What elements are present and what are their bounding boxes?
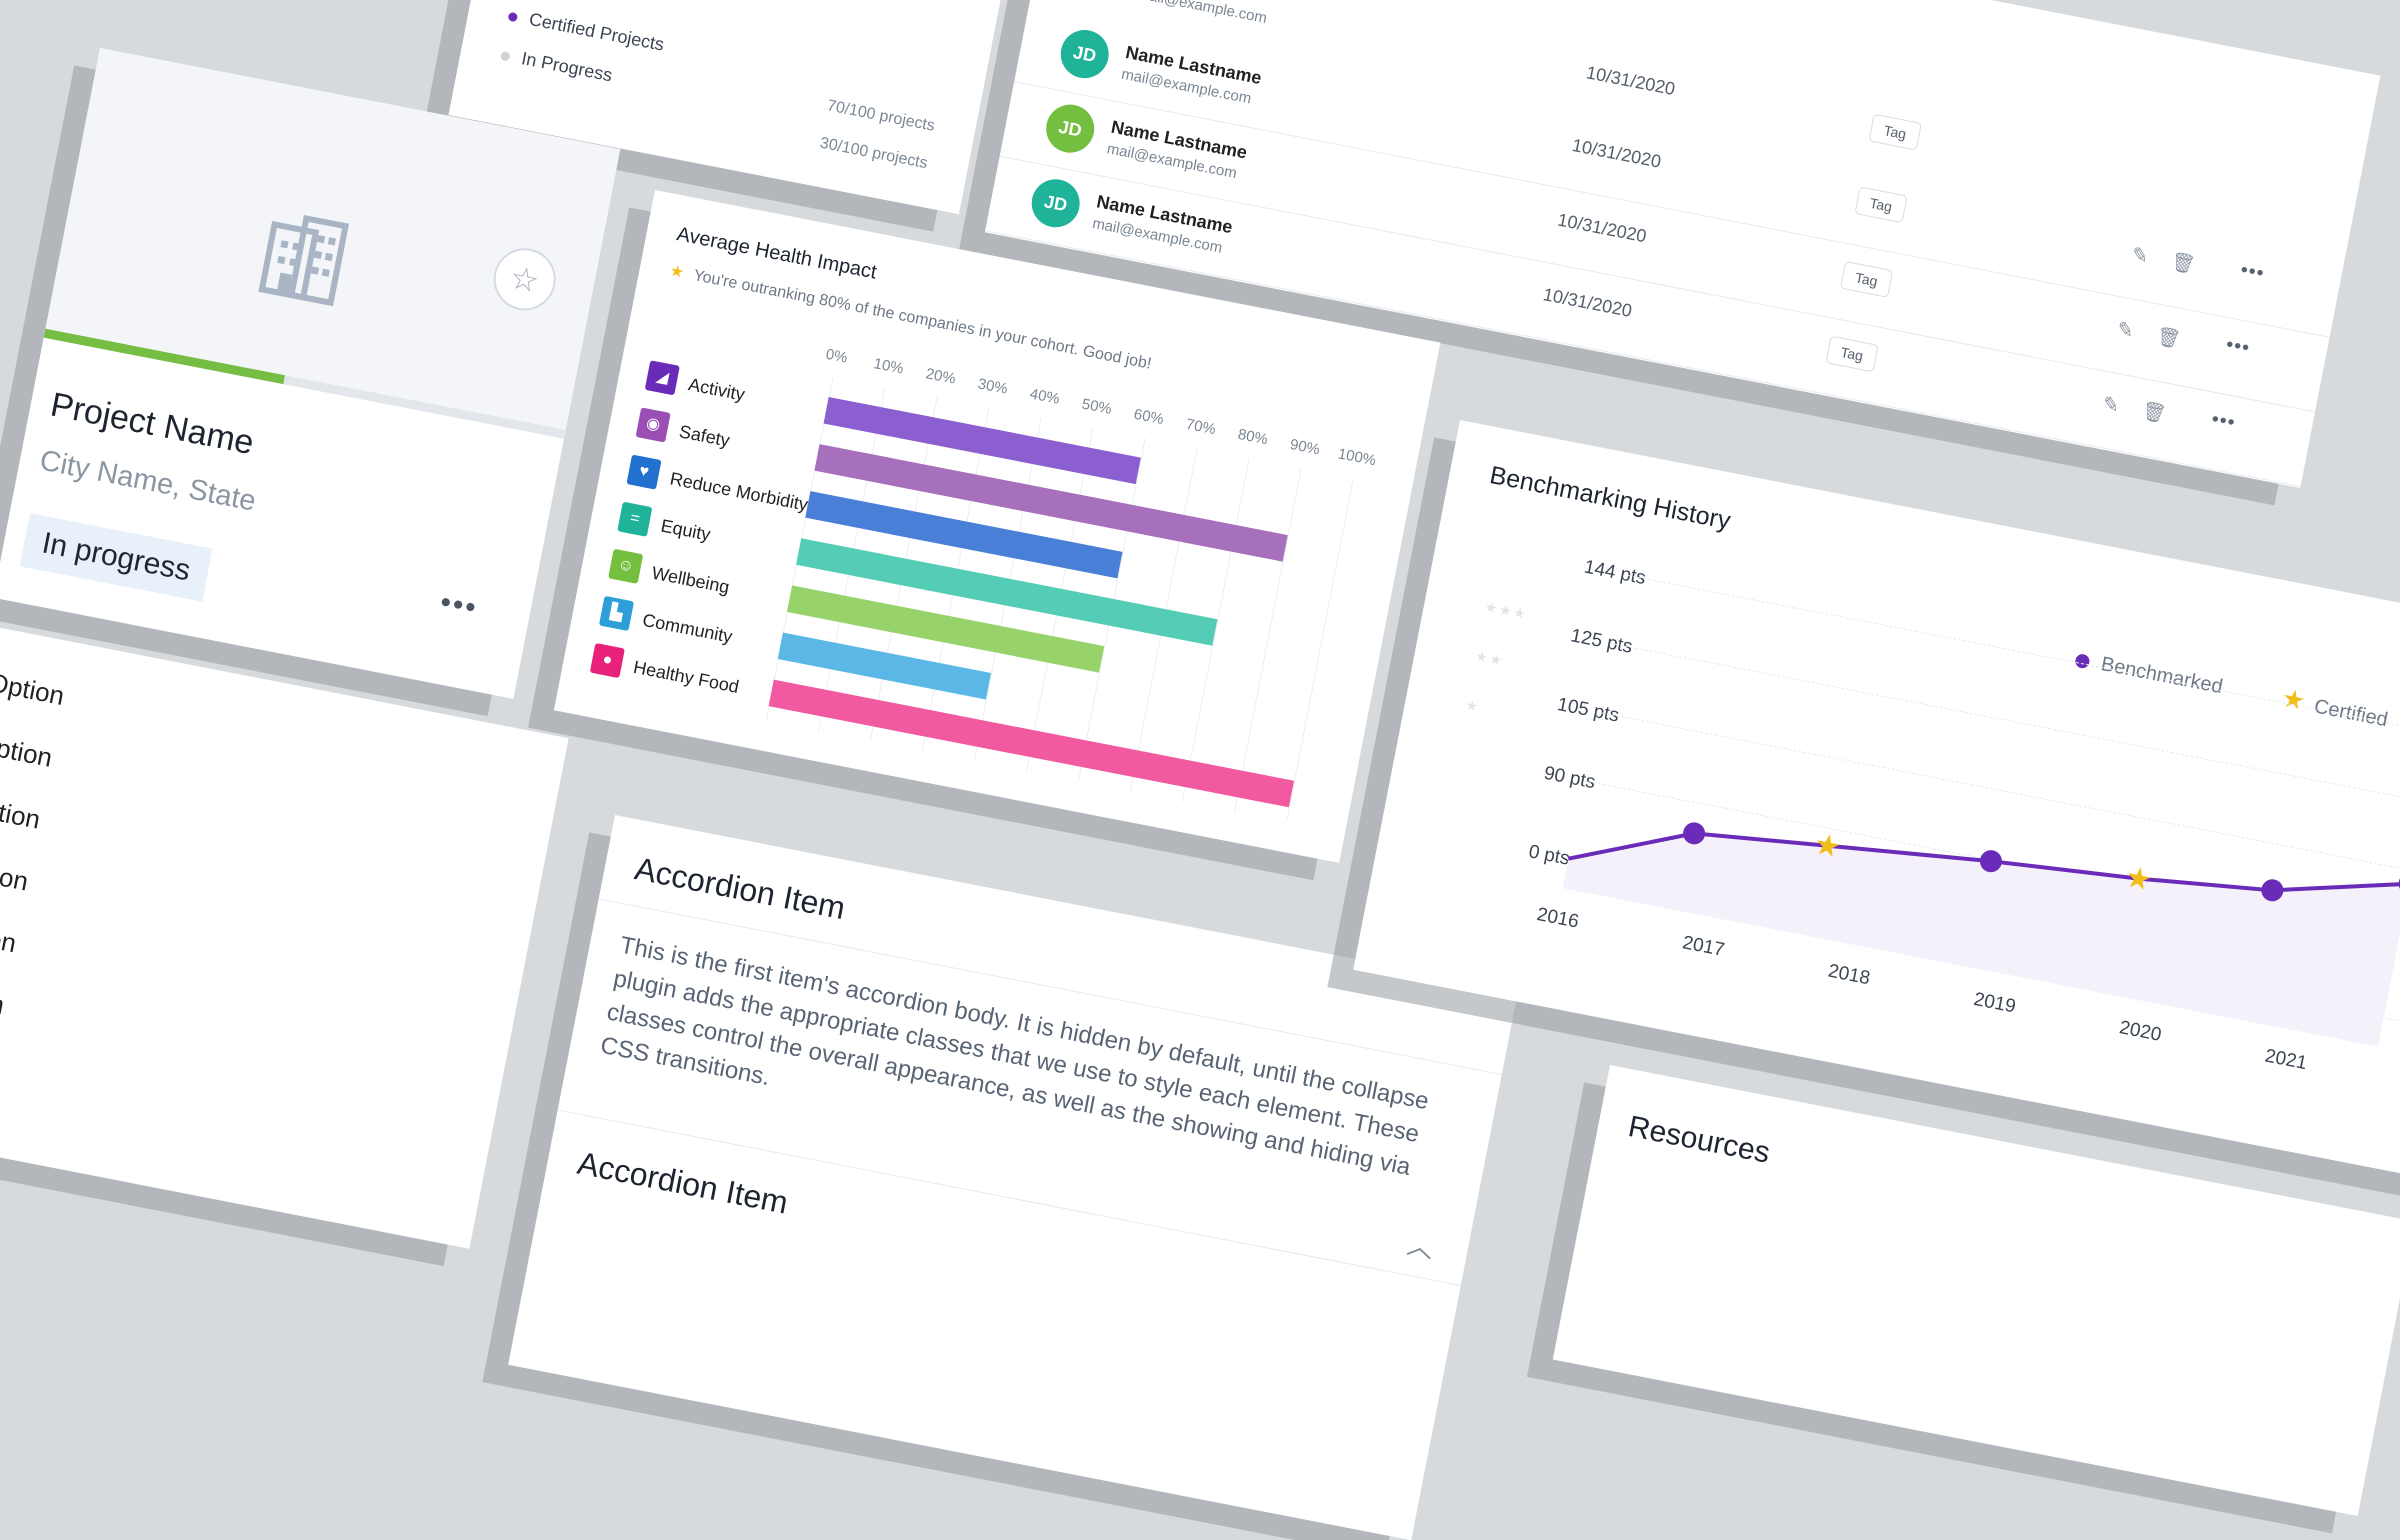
option-item[interactable]: Option	[0, 976, 7, 1021]
point-certified-star-icon[interactable]: ★	[1811, 827, 1844, 866]
option-item[interactable]: Option	[0, 666, 67, 711]
category-label: Activity	[686, 374, 747, 405]
point-benchmarked[interactable]	[1978, 848, 2004, 874]
category-label: Safety	[677, 421, 732, 451]
category-label: Wellbeing	[650, 562, 732, 598]
category-label: Equity	[659, 515, 713, 545]
row-date: 10/31/2020	[1541, 284, 1634, 321]
resources-title: Resources	[1625, 1109, 1773, 1170]
option-item[interactable]: Option	[0, 728, 55, 773]
legend-item-certified: Certified Projects	[507, 5, 666, 56]
x-tick-label: 60%	[1132, 405, 1166, 429]
favorite-button[interactable]: ☆	[488, 242, 562, 316]
city-icon: ▙	[598, 595, 635, 632]
point-benchmarked[interactable]	[2259, 877, 2285, 903]
avatar: JD	[1056, 25, 1113, 83]
x-tick-label: 80%	[1236, 425, 1270, 449]
accordion-item-1-header[interactable]: Accordion Item	[631, 850, 849, 927]
in-progress-dot-icon	[500, 50, 511, 62]
eye-icon: ◉	[635, 407, 671, 443]
x-tick-label: 90%	[1288, 436, 1322, 459]
food-icon: ●	[589, 642, 625, 679]
row-date: 10/31/2020	[1555, 209, 1649, 247]
row-date: 10/31/2020	[1526, 358, 1620, 396]
row-tag: Tag	[1810, 410, 1864, 447]
edit-icon[interactable]: ✎	[2129, 243, 2151, 269]
x-tick-label: 20%	[924, 365, 958, 388]
legend-item-in-progress: In Progress	[499, 44, 614, 86]
benchmarking-chart: 144 pts 125 pts 105 pts 90 pts 0 pts 2016 2017…	[1460, 420, 2400, 1074]
avatar: JD	[1027, 175, 1084, 232]
chevron-up-icon[interactable]: ︿	[1404, 1229, 1437, 1264]
row-email-partial: mail@example.com	[1135, 0, 1269, 27]
trash-icon[interactable]: 🗑	[2140, 400, 2168, 426]
option-item[interactable]: Option	[0, 914, 19, 959]
health-impact-subtitle: ★ You're outranking 80% of the companies …	[668, 262, 1153, 373]
smile-icon: ☺	[608, 548, 644, 584]
certified-count: 70/100 projects	[825, 97, 937, 135]
row-tag: Tag	[1854, 186, 1908, 224]
trash-icon[interactable]: 🗑	[2125, 475, 2154, 488]
x-tick-label: 50%	[1080, 395, 1114, 418]
benchmarking-history-card: Benchmarking History Benchmarked ★ Certif…	[1353, 420, 2400, 1180]
edit-icon[interactable]: ✎	[2115, 318, 2136, 344]
trash-icon[interactable]: 🗑	[2154, 325, 2183, 352]
grid-line	[1285, 478, 1354, 823]
row-tag-partial: Tag	[1868, 113, 1922, 151]
x-tick-label: 10%	[872, 355, 906, 378]
more-horizontal-icon[interactable]: •••	[2238, 258, 2267, 285]
more-horizontal-icon[interactable]: •••	[2224, 333, 2252, 360]
row-tag: Tag	[1825, 335, 1879, 373]
grid-line	[1233, 468, 1302, 813]
option-item[interactable]: Option	[0, 790, 43, 835]
accordion-item-2-header[interactable]: Accordion Item	[574, 1144, 791, 1221]
equals-icon: =	[617, 501, 653, 537]
in-progress-count: 30/100 projects	[818, 134, 930, 173]
x-tick-label: 40%	[1028, 385, 1062, 408]
edit-icon[interactable]: ✎	[2086, 467, 2107, 488]
building-icon	[258, 214, 350, 307]
row-date: 10/31/2020	[1570, 134, 1663, 172]
x-tick-label: 70%	[1184, 415, 1218, 439]
area-fill	[1562, 833, 2400, 1047]
edit-icon[interactable]: ✎	[2100, 392, 2122, 418]
row-date-partial: 10/31/2020	[1584, 62, 1677, 100]
category-label: Community	[640, 609, 735, 647]
benchmarking-plot: ★★	[1562, 820, 2400, 1047]
trash-icon[interactable]: 🗑	[2169, 251, 2197, 277]
project-card[interactable]: ☆ Project Name City Name, State In progr…	[0, 48, 621, 699]
options-list-card: Option Option Option Option Option Option	[0, 620, 569, 1249]
more-horizontal-icon[interactable]: •••	[2209, 408, 2238, 435]
more-horizontal-icon[interactable]: •••	[437, 585, 481, 626]
certified-dot-icon	[507, 11, 519, 23]
star-icon: ★	[668, 262, 686, 282]
option-item[interactable]: Option	[0, 852, 31, 897]
x-tick-label: 30%	[976, 375, 1010, 398]
bar-healthy-food	[768, 679, 1295, 808]
category-label: Reduce Morbidity	[668, 468, 810, 515]
heart-icon: ♥	[626, 454, 662, 490]
point-certified-star-icon[interactable]: ★	[2122, 859, 2155, 898]
activity-icon: ◢	[644, 360, 680, 396]
star-icon: ☆	[507, 258, 543, 300]
point-benchmarked[interactable]	[1681, 820, 1707, 846]
more-horizontal-icon[interactable]: •••	[2195, 483, 2223, 488]
status-badge: In progress	[19, 513, 213, 602]
x-tick-label: 0%	[824, 345, 849, 367]
project-hero: ☆	[44, 48, 621, 434]
category-label: Healthy Food	[631, 656, 741, 697]
x-tick-label: 100%	[1336, 445, 1378, 470]
row-tag: Tag	[1839, 260, 1893, 298]
avatar: JD	[1042, 100, 1099, 157]
